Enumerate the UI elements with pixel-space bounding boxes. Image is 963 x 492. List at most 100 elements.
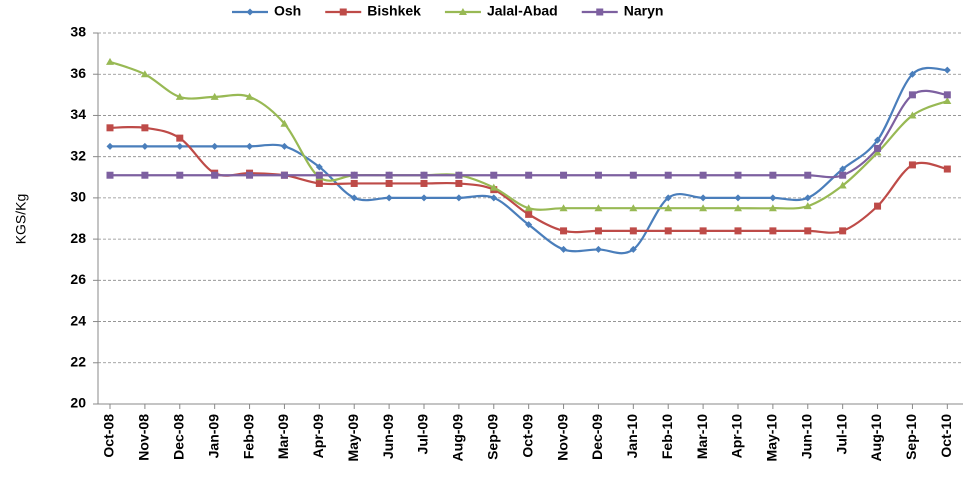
marker — [734, 227, 742, 235]
marker — [458, 8, 467, 15]
marker — [175, 92, 184, 100]
x-tick-label: Aug-09 — [450, 414, 466, 462]
marker — [943, 165, 951, 173]
marker — [106, 57, 114, 65]
marker — [768, 204, 777, 212]
marker — [385, 194, 393, 202]
y-tick-label: 34 — [70, 106, 86, 122]
legend-label: Osh — [274, 3, 301, 19]
marker — [699, 194, 707, 202]
x-tick-label: Sep-10 — [903, 414, 919, 460]
marker — [525, 221, 533, 229]
marker — [943, 66, 951, 74]
marker — [874, 202, 882, 210]
legend-label: Bishkek — [367, 3, 421, 19]
marker — [596, 8, 604, 16]
x-tick-label: May-10 — [764, 414, 780, 462]
marker — [315, 163, 323, 171]
marker — [420, 194, 428, 202]
marker — [908, 91, 916, 99]
y-tick-label: 28 — [70, 230, 86, 246]
x-tick-label: Oct-09 — [519, 414, 535, 458]
marker — [455, 194, 463, 202]
y-tick-label: 32 — [70, 147, 86, 163]
marker — [141, 142, 149, 150]
x-tick-label: Aug-10 — [868, 414, 884, 462]
marker — [106, 124, 114, 132]
marker — [339, 8, 347, 16]
marker — [664, 204, 673, 212]
x-tick-label: Sep-09 — [484, 414, 500, 460]
x-tick-label: Mar-09 — [275, 414, 291, 459]
marker — [211, 142, 219, 150]
marker — [246, 171, 254, 179]
marker — [455, 179, 463, 187]
y-tick-label: 24 — [70, 312, 86, 328]
marker — [804, 227, 812, 235]
x-tick-label: Jun-09 — [380, 414, 396, 459]
marker — [420, 171, 428, 179]
marker — [176, 171, 184, 179]
x-tick-label: Jun-10 — [798, 414, 814, 459]
marker — [524, 204, 533, 212]
marker — [385, 179, 393, 187]
marker — [769, 227, 777, 235]
x-tick-label: Oct-08 — [101, 414, 117, 458]
marker — [874, 136, 882, 144]
x-tick-label: Nov-09 — [554, 414, 570, 461]
marker — [664, 227, 672, 235]
marker — [315, 171, 323, 179]
marker — [629, 171, 637, 179]
x-tick-label: Mar-10 — [694, 414, 710, 459]
x-tick-label: Nov-08 — [136, 414, 152, 461]
marker — [106, 171, 114, 179]
x-tick-label: Jul-10 — [833, 414, 849, 455]
marker — [560, 171, 568, 179]
marker — [699, 227, 707, 235]
marker — [629, 227, 637, 235]
x-tick-label: Dec-08 — [170, 414, 186, 460]
marker — [594, 171, 602, 179]
x-tick-label: Feb-09 — [240, 414, 256, 459]
y-tick-label: 36 — [70, 65, 86, 81]
marker — [594, 227, 602, 235]
marker — [943, 91, 951, 99]
marker — [560, 227, 568, 235]
marker — [664, 194, 672, 202]
marker — [873, 148, 882, 156]
y-tick-label: 22 — [70, 353, 86, 369]
marker — [629, 245, 637, 253]
marker — [210, 92, 219, 100]
marker — [699, 171, 707, 179]
marker — [350, 194, 358, 202]
marker — [525, 210, 533, 218]
marker — [769, 171, 777, 179]
marker — [629, 204, 638, 212]
marker — [490, 171, 498, 179]
legend-label: Naryn — [624, 3, 664, 19]
marker — [664, 171, 672, 179]
legend-label: Jalal-Abad — [487, 3, 558, 19]
marker — [804, 194, 812, 202]
marker — [140, 70, 149, 78]
marker — [908, 161, 916, 169]
marker — [908, 70, 916, 78]
marker — [838, 181, 847, 189]
marker — [280, 119, 289, 127]
y-tick-label: 26 — [70, 271, 86, 287]
y-tick-label: 20 — [70, 395, 86, 411]
marker — [106, 142, 114, 150]
y-axis-label: KGS/Kg — [13, 194, 29, 245]
marker — [211, 171, 219, 179]
marker — [246, 142, 254, 150]
marker — [350, 171, 358, 179]
marker — [245, 92, 254, 100]
marker — [315, 179, 323, 187]
y-tick-label: 38 — [70, 24, 86, 40]
marker — [280, 142, 288, 150]
marker — [734, 171, 742, 179]
marker — [455, 171, 463, 179]
x-tick-label: Feb-10 — [659, 414, 675, 459]
series-line — [109, 89, 948, 179]
